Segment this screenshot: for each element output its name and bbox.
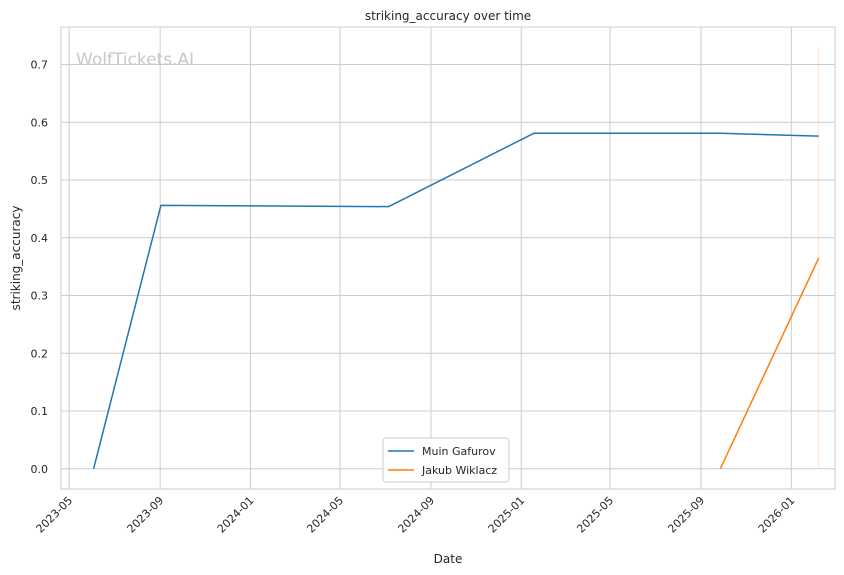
plot-frame xyxy=(60,26,836,490)
chart-title: striking_accuracy over time xyxy=(365,9,531,23)
legend-label: Jakub Wiklacz xyxy=(421,464,497,477)
legend-label: Muin Gafurov xyxy=(422,445,496,458)
series-layer xyxy=(92,47,820,470)
y-tick-label: 0.3 xyxy=(31,290,49,303)
y-tick-label: 0.0 xyxy=(31,463,49,476)
legend: Muin Gafurov Jakub Wiklacz xyxy=(382,437,510,483)
y-tick-label: 0.1 xyxy=(31,405,49,418)
y-tick-label: 0.2 xyxy=(31,347,49,360)
y-axis-label: striking_accuracy xyxy=(9,206,23,311)
y-tick-label: 0.5 xyxy=(31,174,49,187)
y-tick-label: 0.7 xyxy=(31,59,49,72)
y-tick-label: 0.4 xyxy=(31,232,49,245)
series-line-muin-gafurov xyxy=(92,132,819,469)
watermark: WolfTickets.AI xyxy=(76,50,194,70)
x-axis-label: Date xyxy=(434,552,463,566)
y-tick-label: 0.6 xyxy=(31,116,49,129)
legend-box xyxy=(382,437,510,483)
series-line-jakub-wiklacz xyxy=(719,257,820,470)
y-tick-labels: 0.0 0.1 0.2 0.3 0.4 0.5 0.6 0.7 xyxy=(31,59,49,476)
